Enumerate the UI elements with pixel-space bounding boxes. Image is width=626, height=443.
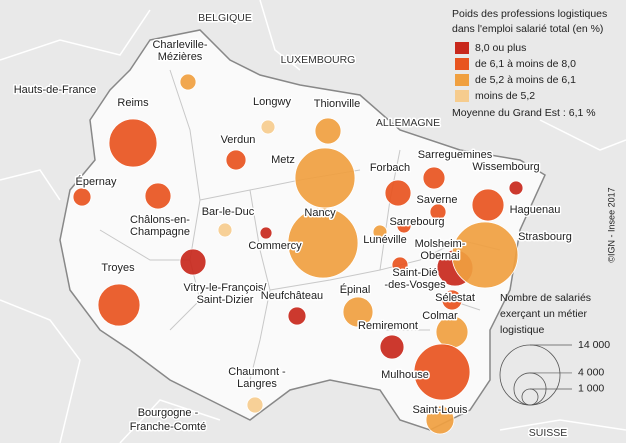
country-label: LUXEMBOURG xyxy=(281,54,356,66)
legend-label: de 5,2 à moins de 6,1 xyxy=(475,74,576,86)
area-circle xyxy=(451,221,519,289)
area-label: Saint-Louis xyxy=(412,404,468,416)
area-label: Commercy xyxy=(248,240,302,252)
size-legend-label: 4 000 xyxy=(578,367,604,379)
area-circle xyxy=(72,187,92,207)
area-circle xyxy=(246,396,264,414)
area-label: Troyes xyxy=(101,262,135,274)
area-circle xyxy=(372,224,388,240)
area-label: Saint-Dié xyxy=(392,267,437,279)
country-label: SUISSE xyxy=(529,427,568,439)
legend-label: 8,0 ou plus xyxy=(475,42,526,54)
area-label: Verdun xyxy=(221,134,256,146)
circles xyxy=(72,73,524,435)
marks: Charleville-Mézières Reims Épernay Châlons-… xyxy=(12,8,616,441)
area-circle xyxy=(422,166,446,190)
area-circle xyxy=(508,180,524,196)
area-label: Châlons-en- xyxy=(130,214,190,226)
area-label: Obernai xyxy=(420,250,459,262)
area-label: Forbach xyxy=(370,162,410,174)
legend: Poids des professions logistiques dans l'… xyxy=(452,8,610,406)
region-label: Franche-Comté xyxy=(130,421,206,433)
area-circle xyxy=(97,283,141,327)
area-label: Molsheim- xyxy=(415,238,466,250)
size-legend-label: 14 000 xyxy=(578,339,610,351)
area-label: Chaumont - xyxy=(228,366,286,378)
credit: ©IGN - Insee 2017 xyxy=(606,187,616,262)
area-circle xyxy=(287,207,359,279)
area-label: Saverne xyxy=(417,194,458,206)
area-circle xyxy=(471,188,505,222)
area-label: Langres xyxy=(237,378,277,390)
region-label: Hauts-de-France xyxy=(14,84,97,96)
area-label: Épinal xyxy=(340,283,371,296)
area-label: Nancy xyxy=(304,207,336,219)
area-circle xyxy=(260,119,276,135)
area-circle xyxy=(287,306,307,326)
area-circle xyxy=(396,218,412,234)
legend-swatch xyxy=(455,74,469,86)
size-legend-title: exerçant un métier xyxy=(500,308,587,320)
area-circle xyxy=(391,256,409,274)
area-label: Sélestat xyxy=(435,292,475,304)
area-label: Wissembourg xyxy=(472,161,539,173)
area-circle xyxy=(413,343,471,401)
area-circle xyxy=(144,182,172,210)
area-label: Remiremont xyxy=(358,320,418,332)
area-label: -des-Vosges xyxy=(384,279,446,291)
size-legend-title: logistique xyxy=(500,324,545,336)
area-label: Mulhouse xyxy=(381,369,429,381)
area-label: Neufchâteau xyxy=(261,290,323,302)
legend-swatch xyxy=(455,42,469,54)
area-label: Champagne xyxy=(130,226,190,238)
area-label: Vitry-le-François/ xyxy=(184,282,268,294)
area-label: Metz xyxy=(271,154,295,166)
area-label: Saint-Dizier xyxy=(197,294,254,306)
area-label: Charleville- xyxy=(152,39,207,51)
legend-swatch xyxy=(455,58,469,70)
region-label: Bourgogne - xyxy=(138,407,199,419)
area-circle xyxy=(294,147,356,209)
area-circle xyxy=(217,222,233,238)
legend-title: dans l'emploi salarié total (en %) xyxy=(452,23,603,35)
country-label: ALLEMAGNE xyxy=(376,117,440,129)
area-label: Sarreguemines xyxy=(418,149,493,161)
area-circle xyxy=(259,226,273,240)
size-legend-label: 1 000 xyxy=(578,383,604,395)
legend-average: Moyenne du Grand Est : 6,1 % xyxy=(452,107,596,119)
area-circle xyxy=(342,296,374,328)
legend-label: de 6,1 à moins de 8,0 xyxy=(475,58,576,70)
size-legend-title: Nombre de salariés xyxy=(500,292,591,304)
area-label: Mézières xyxy=(158,51,203,63)
country-label: BELGIQUE xyxy=(198,12,252,24)
area-circle xyxy=(384,179,412,207)
area-label: Thionville xyxy=(314,98,360,110)
legend-label: moins de 5,2 xyxy=(475,90,535,102)
area-circle xyxy=(179,73,197,91)
area-label: Reims xyxy=(117,97,149,109)
area-label: Bar-le-Duc xyxy=(202,206,255,218)
area-label: Lunéville xyxy=(363,234,406,246)
area-circle xyxy=(314,117,342,145)
legend-title: Poids des professions logistiques xyxy=(452,8,607,20)
area-label: Sarrebourg xyxy=(389,216,444,228)
area-circle xyxy=(429,203,447,221)
labels: Charleville-Mézières Reims Épernay Châlons-… xyxy=(74,37,573,417)
area-circle xyxy=(108,118,158,168)
area-label: Strasbourg xyxy=(518,231,572,243)
area-circle xyxy=(179,248,207,276)
area-label: Haguenau xyxy=(510,204,561,216)
legend-swatch xyxy=(455,90,469,102)
area-circle xyxy=(425,405,455,435)
area-label: Longwy xyxy=(253,96,291,108)
area-circle xyxy=(225,149,247,171)
area-label: Colmar xyxy=(422,310,458,322)
area-circle xyxy=(441,289,463,311)
area-label: Épernay xyxy=(76,175,117,188)
area-circle xyxy=(379,334,405,360)
